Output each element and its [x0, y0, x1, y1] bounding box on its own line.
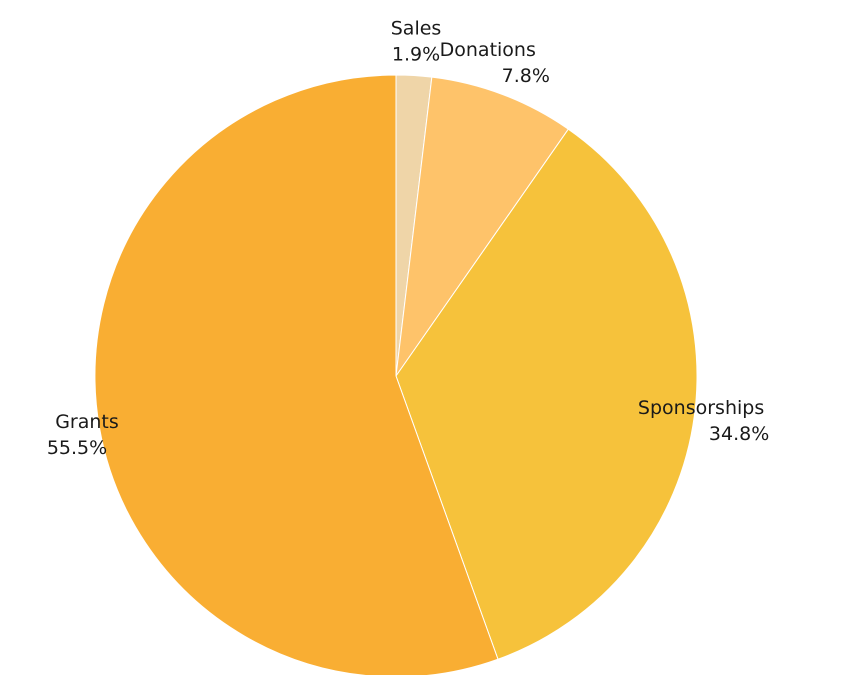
category-label: Sponsorships: [638, 397, 764, 419]
label-grants: Grants 55.5%: [47, 411, 119, 459]
value-label: 55.5%: [47, 437, 107, 459]
slice-sponsorships: [395, 128, 698, 660]
value-label: 1.9%: [392, 44, 440, 66]
category-label: Donations: [440, 39, 536, 61]
label-sponsorships: Sponsorships 34.8%: [638, 397, 769, 445]
label-sales: Sales 1.9%: [391, 18, 442, 66]
pie-slices: [94, 74, 698, 675]
slice-donations: [395, 76, 569, 377]
category-label: Sales: [391, 18, 442, 40]
label-donations: Donations 7.8%: [440, 39, 550, 87]
value-label: 34.8%: [709, 423, 769, 445]
slice-grants: [94, 74, 499, 675]
value-label: 7.8%: [502, 65, 550, 87]
pie-labels: Sales 1.9% Donations 7.8% Sponsorships 34.8% G…: [47, 18, 769, 459]
category-label: Grants: [55, 411, 119, 433]
